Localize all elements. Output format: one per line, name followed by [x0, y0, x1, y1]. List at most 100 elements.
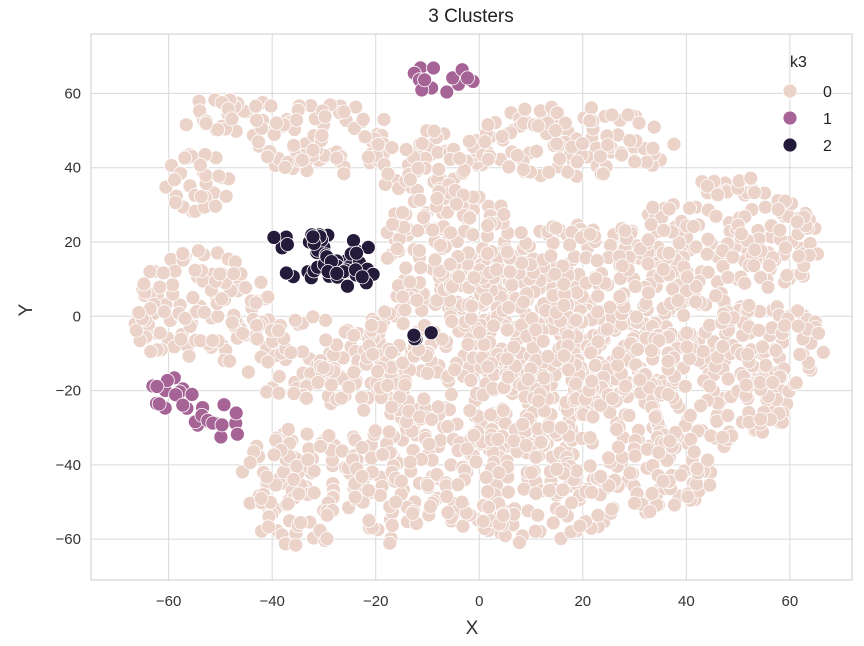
data-point: [329, 265, 345, 281]
data-point: [676, 307, 691, 323]
data-point: [249, 331, 265, 347]
data-point: [502, 264, 518, 280]
data-point: [549, 136, 565, 152]
data-point: [443, 225, 459, 241]
data-point: [548, 220, 564, 236]
data-point: [346, 120, 362, 136]
data-point: [305, 142, 321, 158]
data-point: [528, 449, 544, 465]
data-point: [375, 447, 391, 463]
data-point: [583, 345, 599, 361]
data-point: [528, 523, 543, 539]
data-point: [347, 489, 363, 505]
data-point: [512, 535, 527, 550]
data-point: [452, 151, 468, 166]
data-point: [647, 409, 663, 425]
data-point: [178, 117, 194, 133]
data-point: [582, 430, 598, 446]
data-point: [367, 423, 383, 439]
data-point: [377, 304, 393, 320]
data-point: [720, 408, 736, 423]
data-point: [152, 325, 168, 341]
legend-title: k3: [790, 54, 807, 71]
data-point: [305, 229, 321, 245]
data-point: [402, 172, 418, 188]
data-point: [670, 293, 686, 309]
data-point: [630, 342, 645, 357]
data-point: [224, 111, 240, 127]
data-point: [686, 219, 701, 234]
data-point: [480, 359, 496, 375]
data-point: [462, 210, 478, 226]
data-point: [490, 431, 506, 447]
data-point: [222, 353, 238, 369]
data-point: [517, 101, 533, 117]
data-point: [444, 313, 460, 329]
data-points: [127, 60, 831, 553]
data-point: [142, 264, 158, 280]
data-point: [370, 363, 386, 379]
data-point: [431, 161, 447, 177]
data-point: [429, 292, 445, 308]
data-point: [224, 314, 240, 330]
data-point: [420, 477, 436, 493]
data-point: [478, 291, 494, 307]
data-point: [294, 152, 310, 168]
data-point: [384, 344, 399, 360]
data-point: [543, 248, 559, 264]
data-point: [365, 346, 381, 362]
data-point: [478, 469, 494, 485]
data-point: [211, 168, 227, 184]
data-point: [414, 136, 430, 151]
data-point: [542, 483, 557, 499]
data-point: [259, 469, 275, 485]
legend-label-2: 2: [823, 138, 832, 155]
data-point: [346, 327, 362, 343]
data-point: [205, 333, 221, 349]
data-point: [334, 390, 349, 406]
data-point: [667, 497, 682, 513]
data-point: [555, 482, 571, 498]
data-point: [660, 386, 676, 402]
data-point: [397, 302, 413, 318]
data-point: [165, 277, 181, 293]
data-point: [398, 260, 414, 276]
data-point: [263, 98, 279, 114]
data-point: [315, 360, 331, 376]
data-point: [610, 357, 625, 373]
data-point: [417, 72, 433, 88]
data-point: [655, 261, 671, 277]
legend-marker-0: [782, 83, 798, 99]
data-point: [779, 267, 795, 283]
legend-marker-2: [782, 137, 798, 153]
data-point: [770, 201, 786, 217]
data-point: [642, 504, 658, 520]
data-point: [549, 461, 565, 477]
data-point: [226, 266, 242, 282]
data-point: [640, 232, 656, 248]
data-point: [167, 195, 183, 211]
data-point: [228, 405, 244, 421]
data-point: [599, 321, 615, 337]
data-point: [434, 331, 450, 347]
data-point: [686, 444, 702, 460]
data-point: [364, 317, 379, 333]
data-point: [319, 507, 335, 523]
data-point: [677, 378, 693, 394]
data-point: [192, 157, 208, 173]
data-point: [627, 448, 643, 464]
data-point: [210, 308, 226, 324]
data-point: [128, 322, 144, 338]
data-point: [747, 185, 762, 201]
data-point: [710, 187, 726, 203]
data-point: [480, 151, 496, 167]
data-point: [460, 70, 475, 86]
data-point: [720, 371, 736, 387]
data-point: [708, 288, 723, 304]
data-point: [268, 115, 284, 131]
data-point: [260, 354, 276, 370]
data-point: [655, 473, 671, 489]
data-point: [753, 411, 769, 427]
data-point: [496, 207, 512, 222]
data-point: [324, 377, 339, 393]
